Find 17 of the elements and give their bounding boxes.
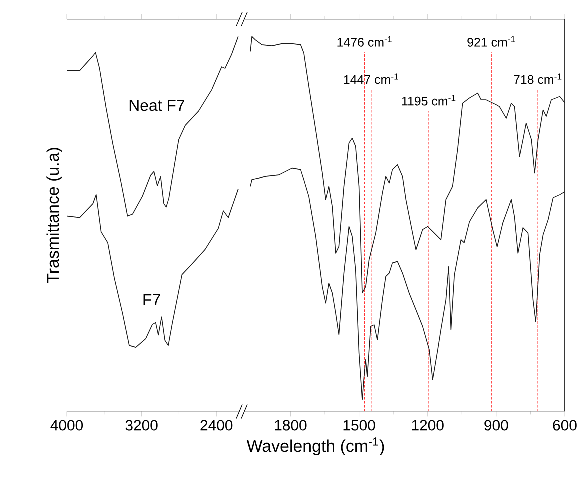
x-tick-label: 1800 — [275, 420, 307, 431]
x-tick-label: 2400 — [200, 420, 233, 431]
x-axis-title: Wavelength (cm$^{-1}$) — [246, 438, 384, 456]
y-axis-title: Trasmittance (u.a) — [46, 148, 62, 284]
series-label: Neat F7 — [130, 100, 184, 112]
ref-line-label: 1195 cm$^{-1}$ — [402, 95, 456, 106]
x-tick-label: 1500 — [344, 420, 376, 431]
x-tick-label: 600 — [553, 420, 577, 431]
ref-line-label: 718 cm$^{-1}$ — [514, 74, 562, 84]
series-label: F7 — [144, 294, 160, 306]
x-tick-label: 1200 — [412, 420, 444, 431]
x-tick-label: 4000 — [50, 420, 84, 431]
ref-line-label: 1476 cm$^{-1}$ — [338, 36, 392, 47]
ref-line-label: 1447 cm$^{-1}$ — [344, 74, 398, 84]
ref-line-label: 921 cm$^{-1}$ — [468, 36, 516, 47]
x-tick-label: 3200 — [126, 420, 158, 431]
x-tick-label: 900 — [484, 420, 508, 431]
